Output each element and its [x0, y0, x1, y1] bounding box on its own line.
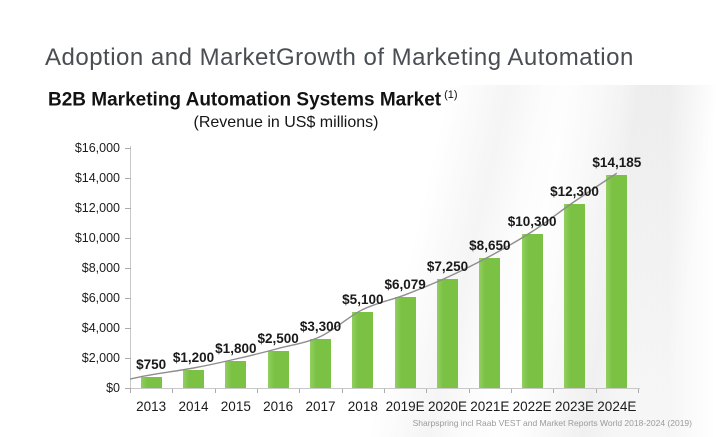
source-citation: Sharpspring incl Raab VEST and Market Re… — [412, 418, 692, 428]
page-title: Adoption and MarketGrowth of Marketing A… — [45, 44, 634, 71]
chart-card: B2B Marketing Automation Systems Market(… — [40, 85, 716, 437]
chart-title-text: B2B Marketing Automation Systems Market — [48, 89, 442, 111]
chart-title: B2B Marketing Automation Systems Market(… — [48, 89, 458, 111]
chart-title-footnote-marker: (1) — [444, 89, 458, 101]
background-gradient — [40, 85, 716, 437]
chart-subtitle: (Revenue in US$ millions) — [193, 114, 379, 131]
